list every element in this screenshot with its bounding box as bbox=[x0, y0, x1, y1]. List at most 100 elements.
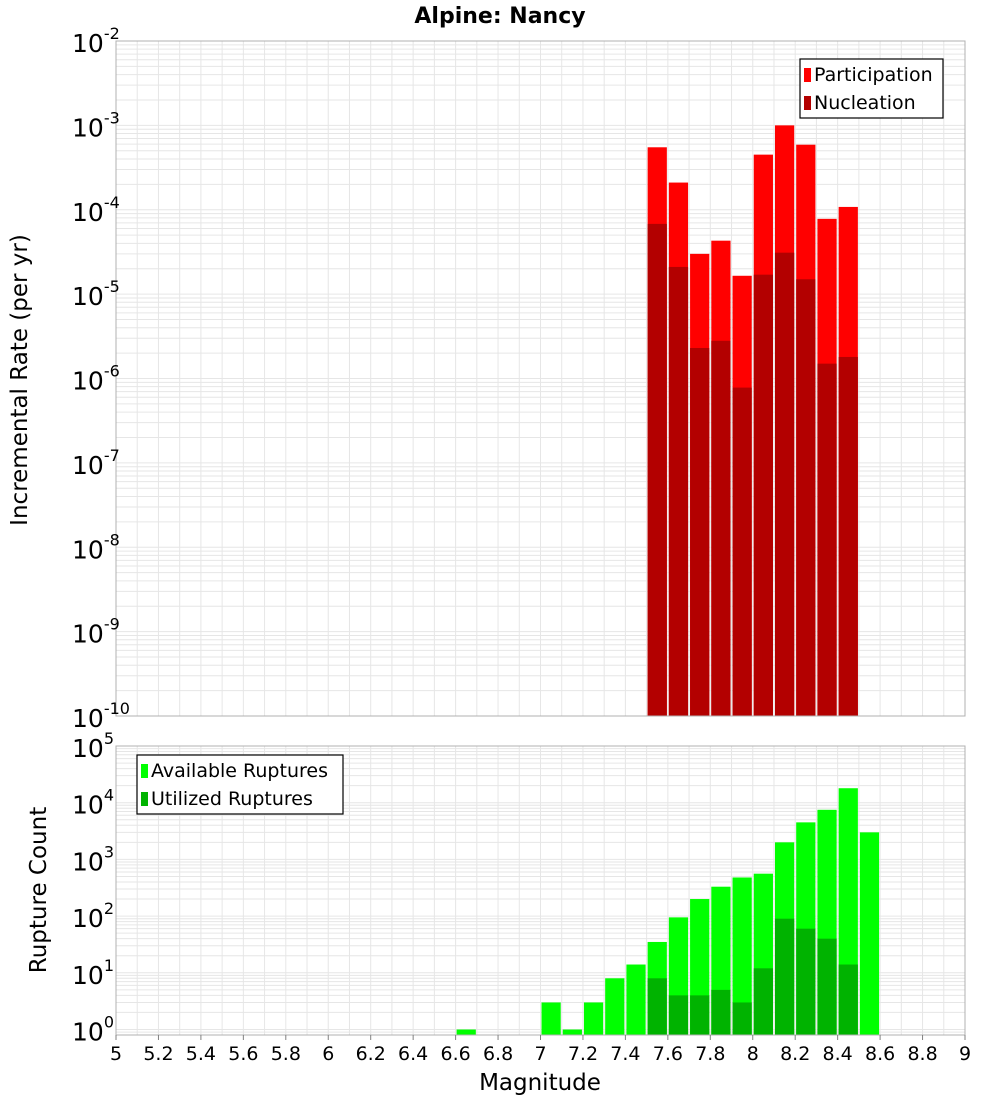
top-y-tick-exponent: -6 bbox=[104, 362, 120, 381]
bottom-y-tick-exponent: 0 bbox=[104, 1013, 114, 1032]
bottom-legend-swatch bbox=[141, 792, 148, 806]
bottom-bar-series-1 bbox=[562, 1029, 582, 1035]
top-legend-box bbox=[799, 58, 944, 119]
top-bars bbox=[647, 125, 858, 717]
bottom-bar-series-1 bbox=[456, 1029, 476, 1035]
top-y-tick-label: 10-10 bbox=[72, 699, 130, 733]
top-legend-label: Participation bbox=[814, 64, 933, 86]
top-y-axis-label: Incremental Rate (per yr) bbox=[7, 234, 33, 526]
bottom-bar-series-2 bbox=[711, 989, 731, 1035]
top-y-tick-exponent: -4 bbox=[104, 193, 120, 212]
bottom-bar-series-2 bbox=[817, 938, 837, 1035]
bottom-y-tick-label: 103 bbox=[72, 842, 114, 876]
top-y-tick-label: 10-4 bbox=[72, 193, 120, 227]
bottom-bar-series-2 bbox=[732, 1002, 752, 1035]
bottom-x-tick-label: 9 bbox=[959, 1043, 971, 1065]
top-plot: 10-10 10-9 10-8 10-7 10-6 10-5 10-4 10-3 10-2 Par… bbox=[72, 24, 966, 733]
top-bar-series-2 bbox=[711, 340, 731, 716]
bottom-x-tick-label: 8.6 bbox=[865, 1043, 895, 1065]
bottom-x-tick-label: 6.4 bbox=[398, 1043, 428, 1065]
bottom-bar-series-1 bbox=[583, 1002, 604, 1035]
top-bar-series-2 bbox=[817, 363, 837, 716]
top-bar-series-2 bbox=[647, 223, 667, 716]
bottom-x-tick-label: 8.8 bbox=[907, 1043, 937, 1065]
bottom-x-tick-label: 8.2 bbox=[780, 1043, 810, 1065]
top-y-tick-label: 10-6 bbox=[72, 362, 120, 396]
bottom-bar-series-2 bbox=[647, 978, 667, 1035]
top-bar-series-2 bbox=[838, 356, 858, 716]
bottom-bar-series-1 bbox=[541, 1002, 561, 1035]
bottom-legend: Available Ruptures Utilized Ruptures bbox=[136, 754, 344, 815]
bottom-x-tick-label: 5 bbox=[110, 1043, 122, 1065]
bottom-legend-box bbox=[136, 754, 344, 815]
bottom-bars bbox=[456, 788, 880, 1035]
bottom-bar-series-1 bbox=[605, 978, 625, 1035]
bottom-bar-series-1 bbox=[859, 832, 880, 1035]
top-y-tick-label: 10-8 bbox=[72, 530, 120, 564]
bottom-legend-label: Available Ruptures bbox=[151, 760, 328, 782]
bottom-x-tick-label: 7 bbox=[534, 1043, 546, 1065]
top-y-tick-label: 10-2 bbox=[72, 24, 120, 58]
top-bar-series-2 bbox=[668, 266, 689, 716]
top-gridlines bbox=[115, 41, 966, 717]
x-axis-label: Magnitude bbox=[479, 1070, 601, 1096]
bottom-x-tick-label: 8 bbox=[747, 1043, 759, 1065]
bottom-bar-series-2 bbox=[668, 995, 689, 1035]
bottom-x-tick-label: 7.4 bbox=[610, 1043, 640, 1065]
top-y-tick-exponent: -7 bbox=[104, 446, 120, 465]
bottom-y-tick-label: 100 bbox=[72, 1013, 114, 1047]
bottom-x-tick-label: 5.8 bbox=[271, 1043, 301, 1065]
top-bar-series-2 bbox=[796, 279, 816, 716]
top-y-tick-label: 10-9 bbox=[72, 615, 120, 649]
bottom-y-tick-exponent: 1 bbox=[104, 956, 114, 975]
top-y-tick-label: 10-5 bbox=[72, 277, 120, 311]
top-legend-label: Nucleation bbox=[814, 92, 916, 114]
bottom-x-tick-label: 6.8 bbox=[483, 1043, 513, 1065]
bottom-x-ticks: 5 5.2 5.4 5.6 5.8 6 6.2 6.4 6.6 6.8 7 7.2 7.4 7.6 7.8 8… bbox=[110, 1035, 971, 1065]
top-plot-border bbox=[115, 40, 966, 717]
bottom-y-tick-label: 101 bbox=[72, 956, 114, 990]
bottom-y-tick-exponent: 3 bbox=[104, 842, 114, 861]
top-bar-series-2 bbox=[732, 387, 752, 716]
bottom-bar-series-2 bbox=[774, 918, 795, 1035]
bottom-legend-swatch bbox=[141, 764, 148, 778]
chart-title: Alpine: Nancy bbox=[414, 4, 585, 29]
top-y-tick-exponent: -3 bbox=[104, 108, 120, 127]
bottom-y-tick-exponent: 2 bbox=[104, 899, 114, 918]
top-legend-swatch bbox=[804, 96, 811, 110]
top-y-tick-label: 10-3 bbox=[72, 108, 120, 142]
bottom-y-tick-label: 104 bbox=[72, 786, 114, 820]
top-y-tick-exponent: -10 bbox=[104, 699, 130, 718]
top-legend: Participation Nucleation bbox=[799, 58, 944, 119]
bottom-x-tick-label: 6.2 bbox=[356, 1043, 386, 1065]
top-bar-series-2 bbox=[774, 252, 795, 716]
bottom-x-tick-label: 5.6 bbox=[228, 1043, 258, 1065]
top-legend-swatch bbox=[804, 68, 811, 82]
bottom-y-tick-label: 102 bbox=[72, 899, 114, 933]
bottom-y-axis-label: Rupture Count bbox=[26, 807, 52, 973]
bottom-x-tick-label: 5.2 bbox=[143, 1043, 173, 1065]
top-bar-series-2 bbox=[753, 274, 773, 716]
top-y-tick-exponent: -9 bbox=[104, 615, 120, 634]
bottom-x-tick-label: 7.6 bbox=[653, 1043, 683, 1065]
top-y-tick-exponent: -5 bbox=[104, 277, 120, 296]
bottom-x-tick-label: 7.2 bbox=[568, 1043, 598, 1065]
bottom-legend-label: Utilized Ruptures bbox=[151, 788, 313, 810]
bottom-x-tick-label: 7.8 bbox=[695, 1043, 725, 1065]
bottom-x-tick-label: 8.4 bbox=[823, 1043, 853, 1065]
top-y-tick-exponent: -2 bbox=[104, 24, 120, 43]
bottom-bar-series-2 bbox=[796, 928, 816, 1035]
top-bar-series-2 bbox=[690, 347, 710, 716]
bottom-x-tick-label: 6 bbox=[322, 1043, 334, 1065]
bottom-bar-series-2 bbox=[690, 995, 710, 1035]
top-y-tick-exponent: -8 bbox=[104, 530, 120, 549]
top-y-tick-label: 10-7 bbox=[72, 446, 120, 480]
bottom-bar-series-2 bbox=[753, 968, 773, 1035]
bottom-bar-series-1 bbox=[732, 877, 752, 1035]
bottom-bar-series-2 bbox=[838, 964, 858, 1035]
bottom-y-tick-exponent: 4 bbox=[104, 786, 114, 805]
